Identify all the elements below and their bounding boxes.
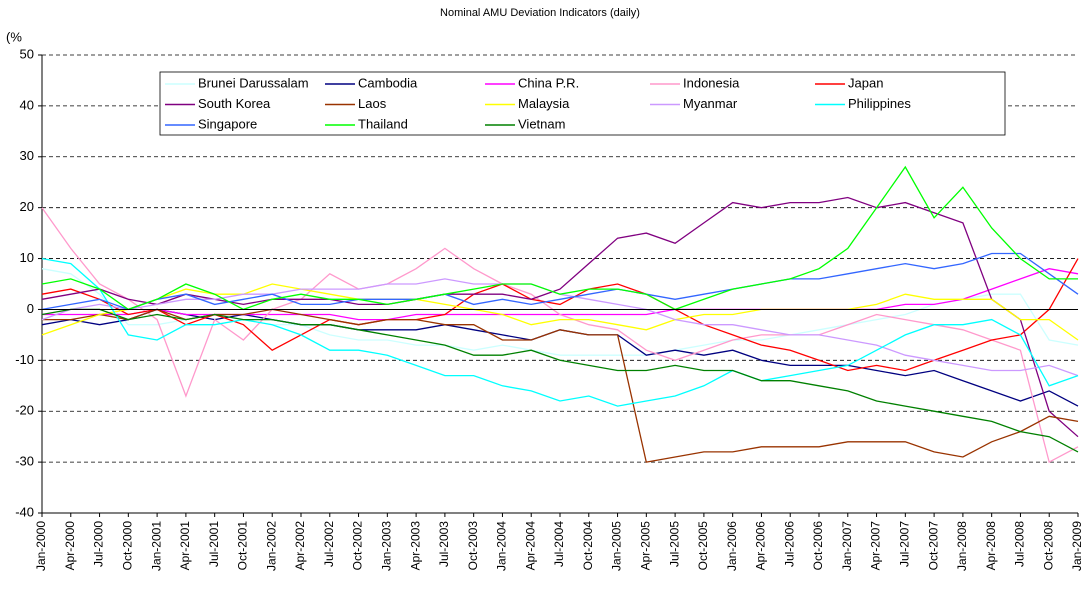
legend-label: Indonesia [683, 75, 740, 90]
x-tick-label: Oct-2008 [1041, 521, 1055, 571]
x-tick-label: Jul-2007 [898, 521, 912, 567]
legend-label: Philippines [848, 96, 911, 111]
x-tick-label: Jan-2004 [495, 521, 509, 571]
series-line [41, 268, 1079, 356]
series-line [41, 252, 1079, 311]
x-tick-label: Oct-2005 [696, 521, 710, 571]
x-tick-label: Oct-2004 [581, 521, 595, 571]
series-line [41, 278, 1079, 377]
x-tick-label: Apr-2001 [178, 521, 192, 571]
x-tick-label: Jan-2005 [610, 521, 624, 571]
x-tick-label: Jan-2007 [840, 521, 854, 571]
x-tick-label: Jul-2005 [667, 521, 681, 567]
x-tick-label: Jul-2003 [437, 521, 451, 567]
y-tick-label: -30 [15, 454, 34, 469]
x-tick-label: Oct-2006 [811, 521, 825, 571]
series-line [41, 207, 1079, 464]
x-tick-label: Jan-2009 [1070, 521, 1082, 571]
legend-label: Singapore [198, 116, 257, 131]
y-tick-label: 50 [20, 46, 34, 61]
y-axis-label: (% [6, 29, 22, 44]
y-tick-label: 0 [27, 301, 34, 316]
y-tick-label: 40 [20, 97, 34, 112]
series-line [42, 308, 1079, 463]
x-tick-label: Apr-2008 [984, 521, 998, 571]
legend-label: South Korea [198, 96, 271, 111]
y-tick-label: 10 [20, 250, 34, 265]
legend-label: Laos [358, 96, 387, 111]
y-tick-label: -40 [15, 504, 34, 519]
y-tick-label: 30 [20, 148, 34, 163]
legend-label: Japan [848, 75, 883, 90]
legend-label: Myanmar [683, 96, 738, 111]
x-tick-label: Oct-2000 [121, 521, 135, 571]
y-tick-label: 20 [20, 199, 34, 214]
x-tick-label: Jul-2006 [782, 521, 796, 567]
series-line [41, 308, 1079, 453]
legend-label: Vietnam [518, 116, 565, 131]
x-tick-label: Jan-2001 [149, 521, 163, 571]
x-tick-label: Apr-2003 [408, 521, 422, 571]
x-tick-label: Jan-2000 [34, 521, 48, 571]
x-tick-label: Apr-2000 [63, 521, 77, 571]
x-tick-label: Jul-2002 [322, 521, 336, 567]
x-tick-label: Jul-2001 [207, 521, 221, 567]
legend-label: China P.R. [518, 75, 579, 90]
x-tick-label: Jan-2008 [955, 521, 969, 571]
x-tick-label: Jul-2000 [92, 521, 106, 567]
x-tick-label: Jan-2006 [725, 521, 739, 571]
x-tick-label: Jan-2002 [264, 521, 278, 571]
x-tick-label: Apr-2004 [523, 521, 537, 571]
legend-label: Cambodia [358, 75, 418, 90]
x-tick-label: Jul-2008 [1013, 521, 1027, 567]
legend-box [159, 71, 1006, 136]
series-line [41, 257, 1079, 407]
x-tick-label: Oct-2001 [236, 521, 250, 571]
x-tick-label: Apr-2006 [754, 521, 768, 571]
chart-title: Nominal AMU Deviation Indicators (daily) [440, 7, 640, 19]
x-tick-label: Jul-2004 [552, 521, 566, 567]
y-tick-label: -20 [15, 403, 34, 418]
x-tick-label: Oct-2003 [466, 521, 480, 571]
x-tick-label: Jan-2003 [380, 521, 394, 571]
series-line [41, 283, 1079, 341]
series-line [41, 165, 1078, 311]
x-tick-label: Oct-2007 [926, 521, 940, 571]
legend-label: Brunei Darussalam [198, 75, 309, 90]
legend-label: Malaysia [518, 96, 570, 111]
x-tick-label: Apr-2007 [869, 521, 883, 571]
y-tick-label: -10 [15, 352, 34, 367]
x-tick-label: Apr-2002 [293, 521, 307, 571]
legend-label: Thailand [358, 116, 408, 131]
x-tick-label: Oct-2002 [351, 521, 365, 571]
x-tick-label: Apr-2005 [639, 521, 653, 571]
